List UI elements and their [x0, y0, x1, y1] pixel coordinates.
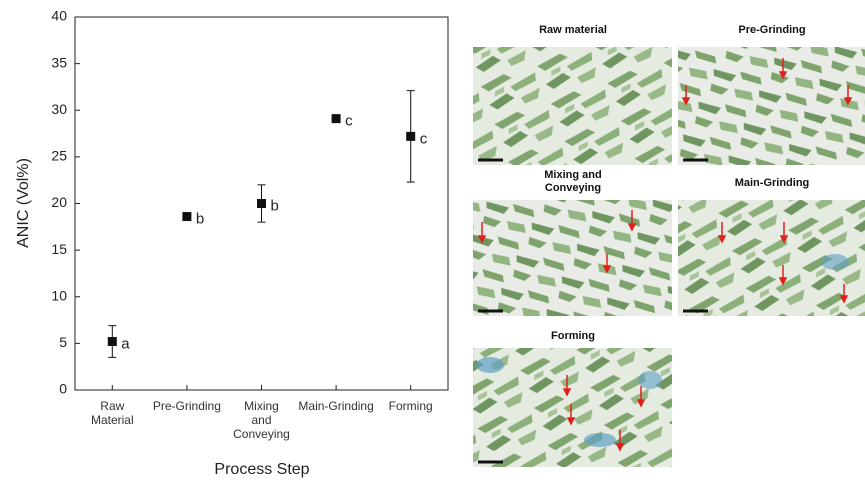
- stain: [584, 433, 616, 447]
- y-tick-label: 0: [59, 381, 67, 397]
- point: [108, 337, 117, 346]
- micrographs: [473, 47, 865, 467]
- micrograph: [473, 200, 672, 316]
- point: [332, 114, 341, 123]
- x-tick-label: Forming: [371, 399, 451, 413]
- y-tick-label: 35: [51, 54, 67, 70]
- y-tick-label: 5: [59, 334, 67, 350]
- y-tick-label: 40: [51, 8, 67, 24]
- x-tick-label: Raw Material: [83, 399, 141, 427]
- figure: ANIC (Vol%) Process Step: [0, 0, 865, 484]
- x-tick-label: Pre-Grinding: [147, 399, 227, 413]
- panel-title: Raw material: [508, 24, 638, 37]
- x-tick-label: Main-Grinding: [296, 399, 376, 413]
- x-tick-label: Mixing and Conveying: [233, 399, 291, 441]
- significance-letter: b: [196, 211, 204, 228]
- panel-title: Forming: [508, 330, 638, 343]
- panel-title: Mixing and Conveying: [533, 169, 613, 195]
- y-axis-label: ANIC (Vol%): [15, 158, 32, 248]
- y-tick-label: 20: [51, 194, 67, 210]
- point: [182, 212, 191, 221]
- x-axis-label: Process Step: [214, 461, 309, 478]
- micrograph: [473, 47, 672, 165]
- point: [406, 132, 415, 141]
- significance-letter: c: [345, 113, 353, 130]
- stain: [821, 254, 849, 270]
- y-tick-label: 25: [51, 148, 67, 164]
- micrograph: [678, 47, 865, 165]
- y-tick-label: 15: [51, 241, 67, 257]
- panel-title: Main-Grinding: [707, 177, 837, 190]
- significance-letter: c: [420, 130, 428, 147]
- y-tick-label: 30: [51, 101, 67, 117]
- stain: [476, 357, 504, 373]
- significance-letter: b: [271, 197, 279, 214]
- panel-title: Pre-Grinding: [707, 24, 837, 37]
- y-tick-label: 10: [51, 287, 67, 303]
- point: [257, 199, 266, 208]
- significance-letter: a: [121, 335, 130, 352]
